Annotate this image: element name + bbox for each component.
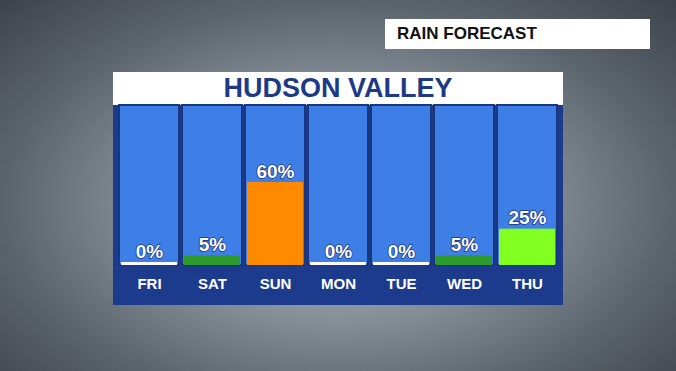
svg-text:5%: 5% [451, 234, 479, 255]
svg-text:60%: 60% [256, 161, 294, 182]
svg-text:MON: MON [321, 275, 356, 292]
svg-text:0%: 0% [325, 241, 353, 262]
html-text:HUDSON VALLEY: HUDSON VALLEY [223, 73, 453, 103]
svg-text:FRI: FRI [137, 275, 161, 292]
svg-text:THU: THU [512, 275, 543, 292]
svg-text:WED: WED [447, 275, 482, 292]
svg-text:TUE: TUE [387, 275, 417, 292]
svg-text:0%: 0% [388, 241, 416, 262]
html-text:RAIN FORECAST: RAIN FORECAST [397, 24, 537, 43]
svg-text:25%: 25% [508, 207, 546, 228]
svg-text:5%: 5% [199, 234, 227, 255]
svg-text:SUN: SUN [260, 275, 292, 292]
svg-text:0%: 0% [136, 241, 164, 262]
svg-text:SAT: SAT [198, 275, 227, 292]
